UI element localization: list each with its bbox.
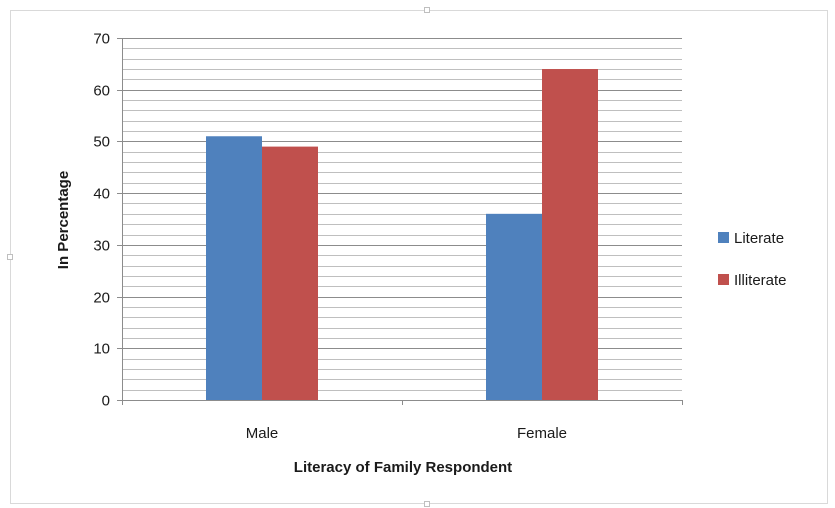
bar-illiterate-female[interactable] — [542, 69, 598, 401]
x-axis-title: Literacy of Family Respondent — [294, 459, 512, 476]
y-tick-label: 0 — [102, 393, 110, 410]
x-tick-label: Male — [246, 425, 279, 442]
legend-swatch-illiterate — [718, 274, 729, 285]
x-tick-labels: Male Female — [246, 425, 567, 442]
legend[interactable]: Literate Illiterate — [718, 230, 787, 289]
bar-literate-female[interactable] — [486, 213, 542, 400]
bars — [206, 69, 598, 401]
bar-illiterate-male[interactable] — [262, 146, 318, 400]
x-tick-label: Female — [517, 425, 567, 442]
y-tick-label: 20 — [93, 290, 110, 307]
frame-handle-top[interactable] — [424, 7, 430, 13]
y-tick-label: 30 — [93, 238, 110, 255]
legend-label-illiterate: Illiterate — [734, 272, 787, 289]
y-axis-title: In Percentage — [55, 171, 72, 269]
y-tick-label: 10 — [93, 341, 110, 358]
y-tick-label: 40 — [93, 186, 110, 203]
legend-swatch-literate — [718, 232, 729, 243]
axes — [117, 38, 683, 405]
y-tick-label: 60 — [93, 83, 110, 100]
legend-label-literate: Literate — [734, 230, 784, 247]
frame-handle-bottom[interactable] — [424, 501, 430, 507]
bar-literate-male[interactable] — [206, 136, 262, 400]
y-tick-label: 50 — [93, 134, 110, 151]
y-tick-labels: 0 10 20 30 40 50 60 70 — [93, 31, 110, 410]
frame-handle-left[interactable] — [7, 254, 13, 260]
y-tick-label: 70 — [93, 31, 110, 48]
